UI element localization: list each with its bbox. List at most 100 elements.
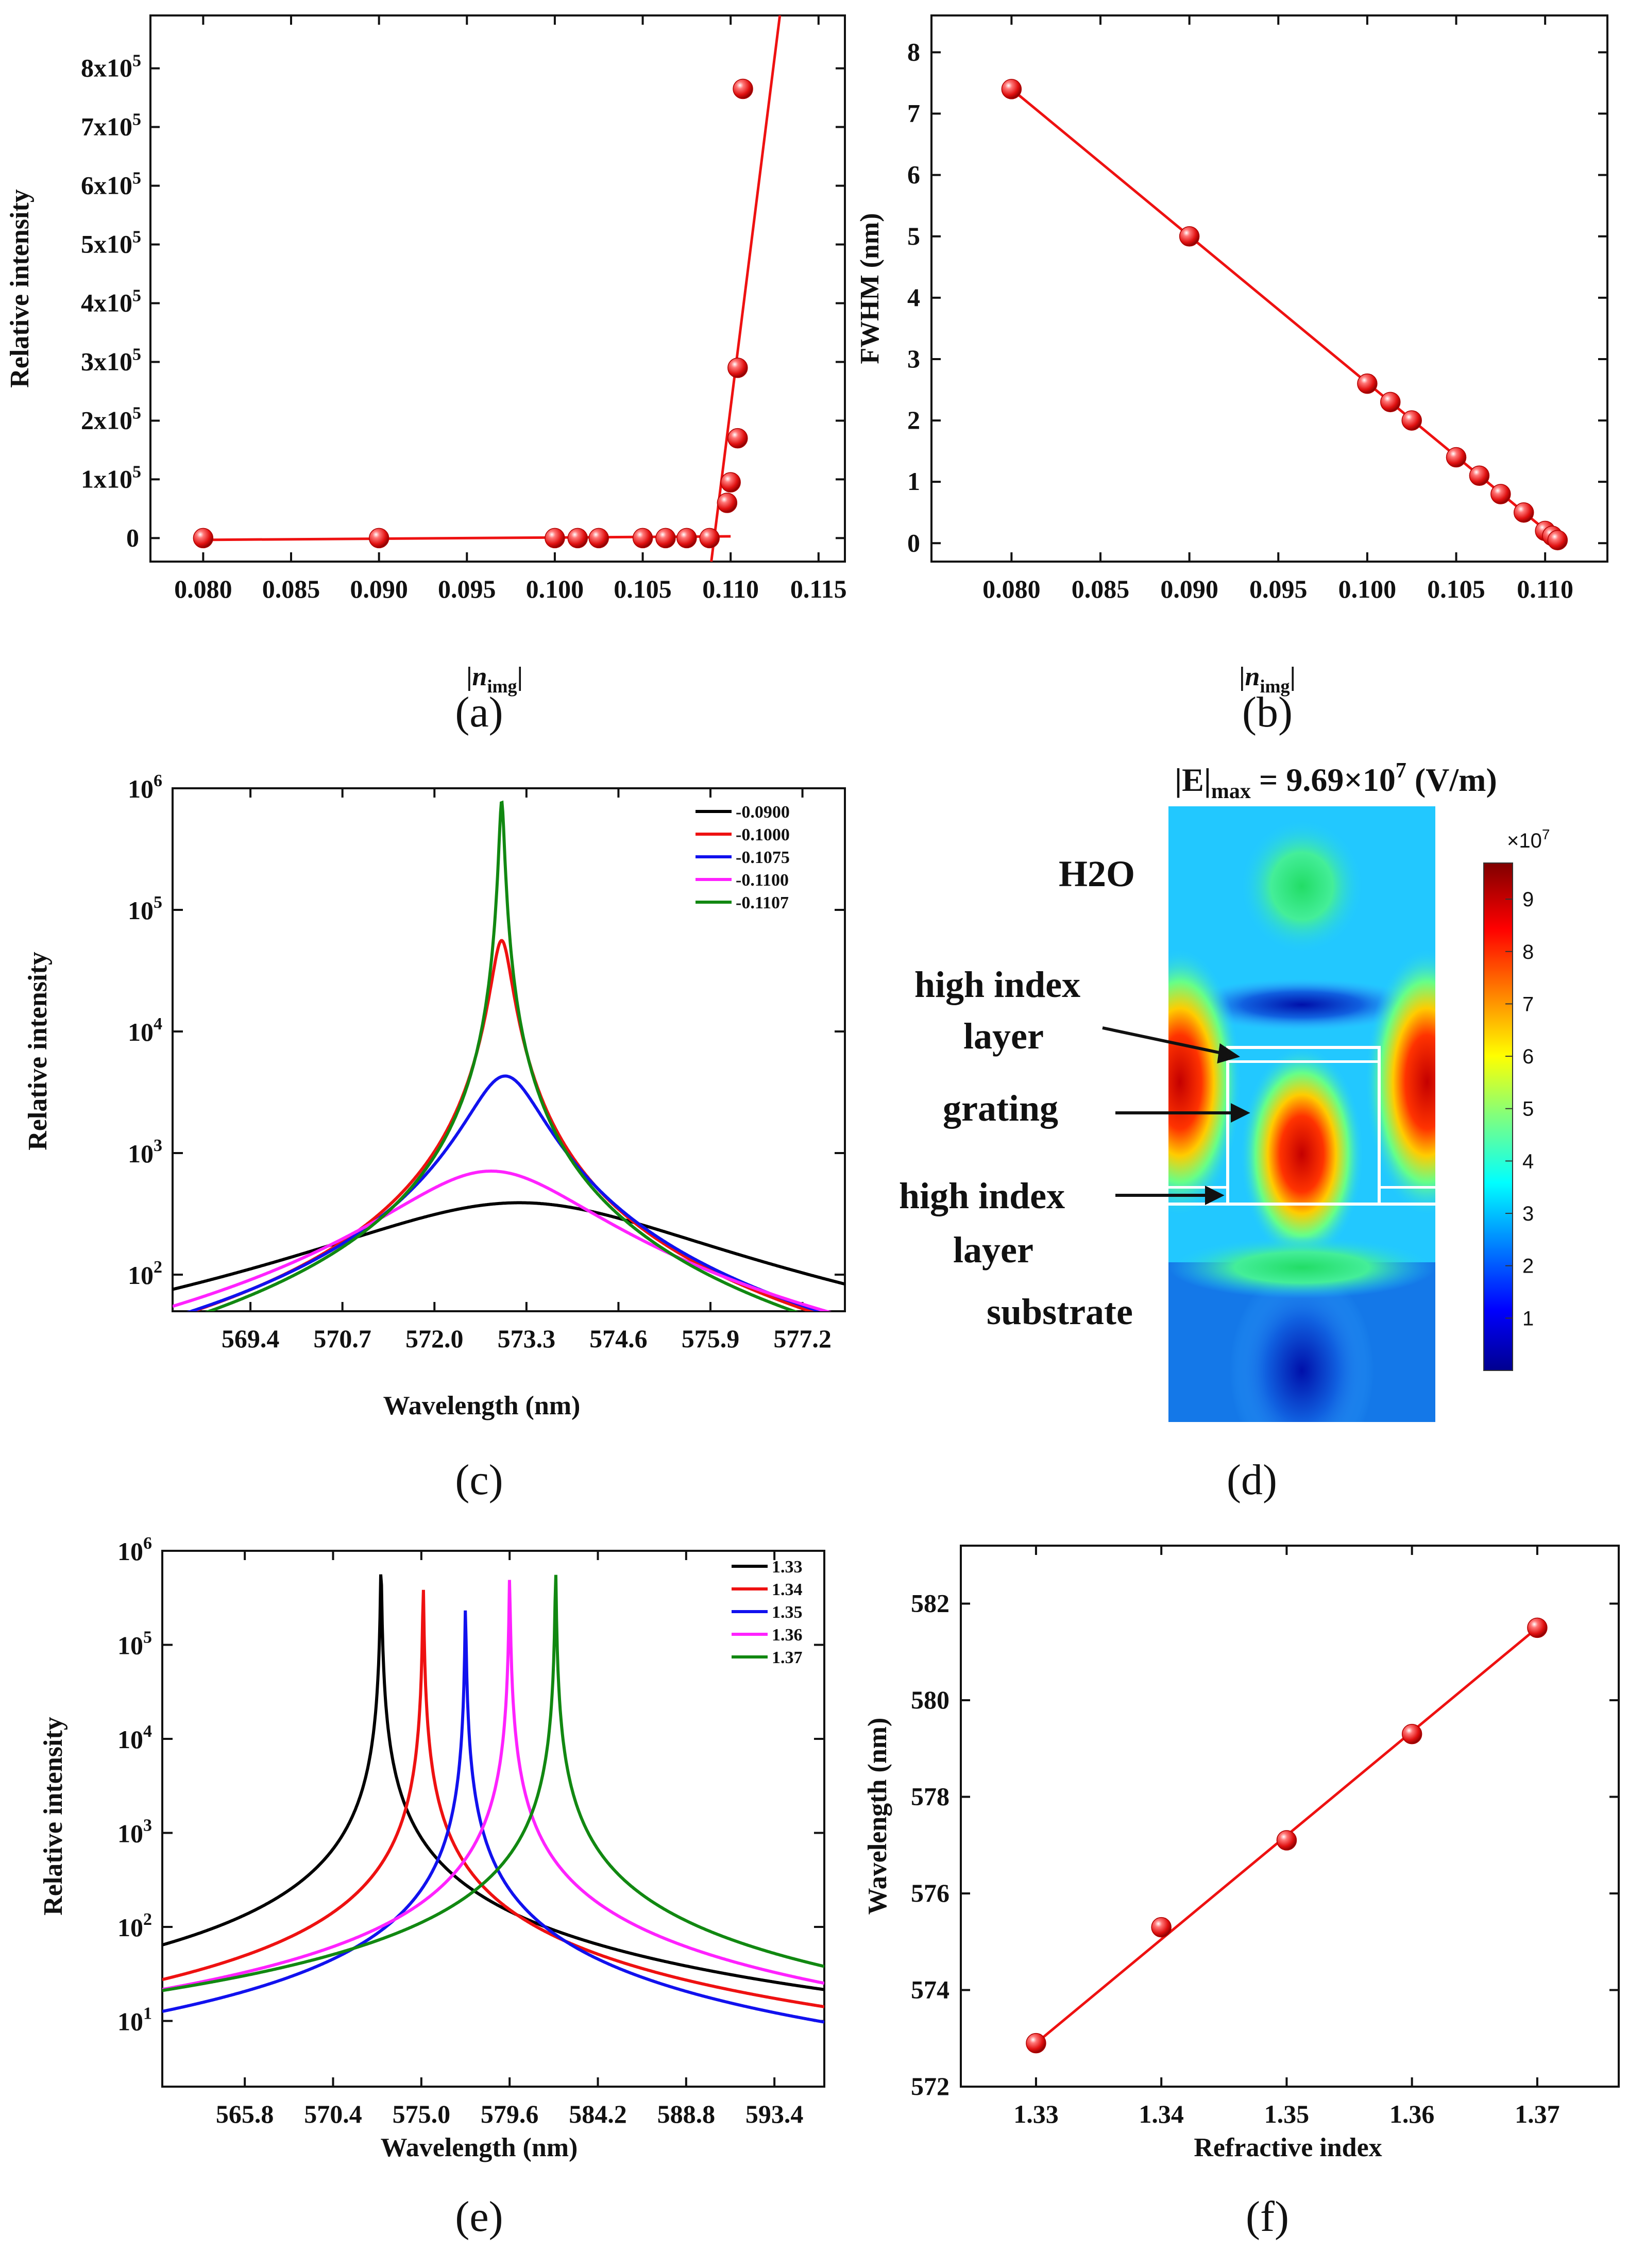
legend-label: -0.0900 <box>736 803 790 822</box>
data-point <box>1179 226 1200 247</box>
data-point <box>1490 484 1511 504</box>
x-tick-label: 572.0 <box>405 1324 464 1353</box>
panel-f-chart: 1.33 1.34 1.35 1.36 1.37 572 574 576 578 580 582 Wa… <box>863 1545 1620 2162</box>
data-point <box>1357 373 1378 394</box>
y-tick-label: 103 <box>128 1136 162 1168</box>
x-tick-label: 584.2 <box>569 2100 627 2128</box>
legend-label: -0.1100 <box>736 871 789 890</box>
x-axis-label: |nimg| <box>466 662 523 697</box>
y-tick-label: 6x105 <box>81 169 141 200</box>
field-map-image <box>1168 806 1435 1422</box>
y-tick-label: 574 <box>911 1975 949 2004</box>
x-tick-label: 1.37 <box>1515 2100 1560 2128</box>
x-axis-label: Refractive index <box>1194 2133 1382 2162</box>
y-tick-label: 105 <box>128 893 162 925</box>
y-tick-label: 103 <box>117 1816 152 1848</box>
legend-label: 1.37 <box>772 1648 803 1667</box>
x-tick-label: 1.35 <box>1264 2100 1310 2128</box>
data-point <box>567 528 588 549</box>
plot-frame <box>930 14 1608 563</box>
x-tick-label: 0.095 <box>1249 574 1308 603</box>
plot-frame <box>161 1550 825 2088</box>
y-tick-label: 580 <box>911 1685 949 1714</box>
y-axis-label: Relative intensity <box>23 952 53 1150</box>
y-tick-label: 1 <box>907 467 920 496</box>
x-axis-label: |nimg| <box>1239 662 1296 697</box>
colorbar-tick-label: 2 <box>1522 1255 1534 1278</box>
data-point <box>193 528 214 549</box>
x-tick-label: 577.2 <box>773 1324 832 1353</box>
x-tick-label: 1.36 <box>1389 2100 1435 2128</box>
panel-e-chart: 565.8 570.4 575.0 579.6 584.2 588.8 593.4 101 10… <box>39 1534 825 2162</box>
series-line--0.0900 <box>173 1201 845 1291</box>
caption-c: (c) <box>455 1456 503 1504</box>
caption-d: (d) <box>1227 1456 1277 1504</box>
y-tick-label: 4x105 <box>81 286 141 317</box>
x-tick-label: 0.100 <box>1338 574 1397 603</box>
caption-f: (f) <box>1246 2193 1289 2241</box>
x-tick-label: 569.4 <box>222 1324 280 1353</box>
x-tick-label: 575.0 <box>393 2100 451 2128</box>
label-high-index-bottom: high index <box>899 1175 1065 1216</box>
panel-d-field-map: |E|max = 9.69×107 (V/m) H2O high index l… <box>899 759 1550 1422</box>
y-tick-label: 105 <box>117 1628 152 1660</box>
y-tick-label: 0 <box>907 528 920 557</box>
y-axis-label: Wavelength (nm) <box>863 1718 892 1915</box>
x-tick-label: 0.115 <box>790 574 847 603</box>
series-line--0.1075 <box>186 1074 824 1311</box>
colorbar <box>1483 862 1513 1371</box>
colorbar-multiplier: ×107 <box>1507 826 1550 852</box>
caption-a: (a) <box>455 688 503 736</box>
legend-label: -0.1000 <box>736 825 790 844</box>
x-tick-label: 0.100 <box>526 574 584 603</box>
series-line-1.33 <box>162 1574 824 1991</box>
series-line--0.1107 <box>205 800 799 1311</box>
y-tick-label: 7 <box>907 99 920 128</box>
fit-line <box>710 15 782 562</box>
label-layer-top: layer <box>963 1015 1044 1057</box>
y-tick-label: 3 <box>907 344 920 373</box>
x-tick-label: 574.6 <box>589 1324 648 1353</box>
x-tick-label: 0.105 <box>614 574 672 603</box>
y-axis-label: Relative intensity <box>39 1717 68 1916</box>
y-tick-label: 2x105 <box>81 403 141 434</box>
legend-label: -0.1107 <box>736 893 789 912</box>
y-tick-label: 7x105 <box>81 110 141 141</box>
colorbar-tick-label: 4 <box>1522 1150 1534 1173</box>
x-tick-label: 1.34 <box>1139 2100 1184 2128</box>
colorbar-tick-label: 6 <box>1522 1045 1534 1068</box>
x-tick-label: 0.085 <box>262 574 320 603</box>
legend-label: 1.34 <box>772 1580 803 1599</box>
y-tick-label: 106 <box>128 771 162 803</box>
series-line--0.1100 <box>173 1170 832 1311</box>
colorbar-tick-label: 3 <box>1522 1203 1534 1225</box>
label-layer-bottom: layer <box>953 1229 1033 1271</box>
x-tick-label: 0.080 <box>174 574 232 603</box>
pointer-arrows <box>1102 1026 1250 1205</box>
y-tick-label: 104 <box>117 1722 152 1754</box>
field-map-title: |E|max = 9.69×107 (V/m) <box>1175 759 1497 803</box>
label-substrate: substrate <box>987 1291 1133 1332</box>
legend-label: 1.35 <box>772 1603 803 1622</box>
data-point <box>1026 2033 1046 2054</box>
plot-frame <box>172 787 846 1312</box>
x-tick-label: 570.7 <box>313 1324 371 1353</box>
x-tick-label: 0.080 <box>982 574 1041 603</box>
panel-b-chart: 0.080 0.085 0.090 0.095 0.100 0.105 0.110 0 1 2 3 4… <box>855 14 1608 697</box>
data-point <box>1276 1830 1297 1851</box>
plot-frame <box>149 14 846 563</box>
x-tick-label: 0.110 <box>702 574 759 603</box>
data-point <box>1380 392 1401 413</box>
x-tick-label: 0.090 <box>350 574 408 603</box>
data-point <box>733 78 753 99</box>
x-tick-label: 0.110 <box>1517 574 1573 603</box>
data-point <box>368 528 389 549</box>
data-point <box>717 493 738 513</box>
y-tick-label: 572 <box>911 2072 949 2101</box>
data-point <box>1527 1617 1548 1638</box>
colorbar-tick-label: 8 <box>1522 941 1534 963</box>
legend-label: 1.36 <box>772 1626 803 1645</box>
y-tick-label: 104 <box>128 1014 162 1046</box>
series-line--0.1000 <box>188 939 815 1311</box>
